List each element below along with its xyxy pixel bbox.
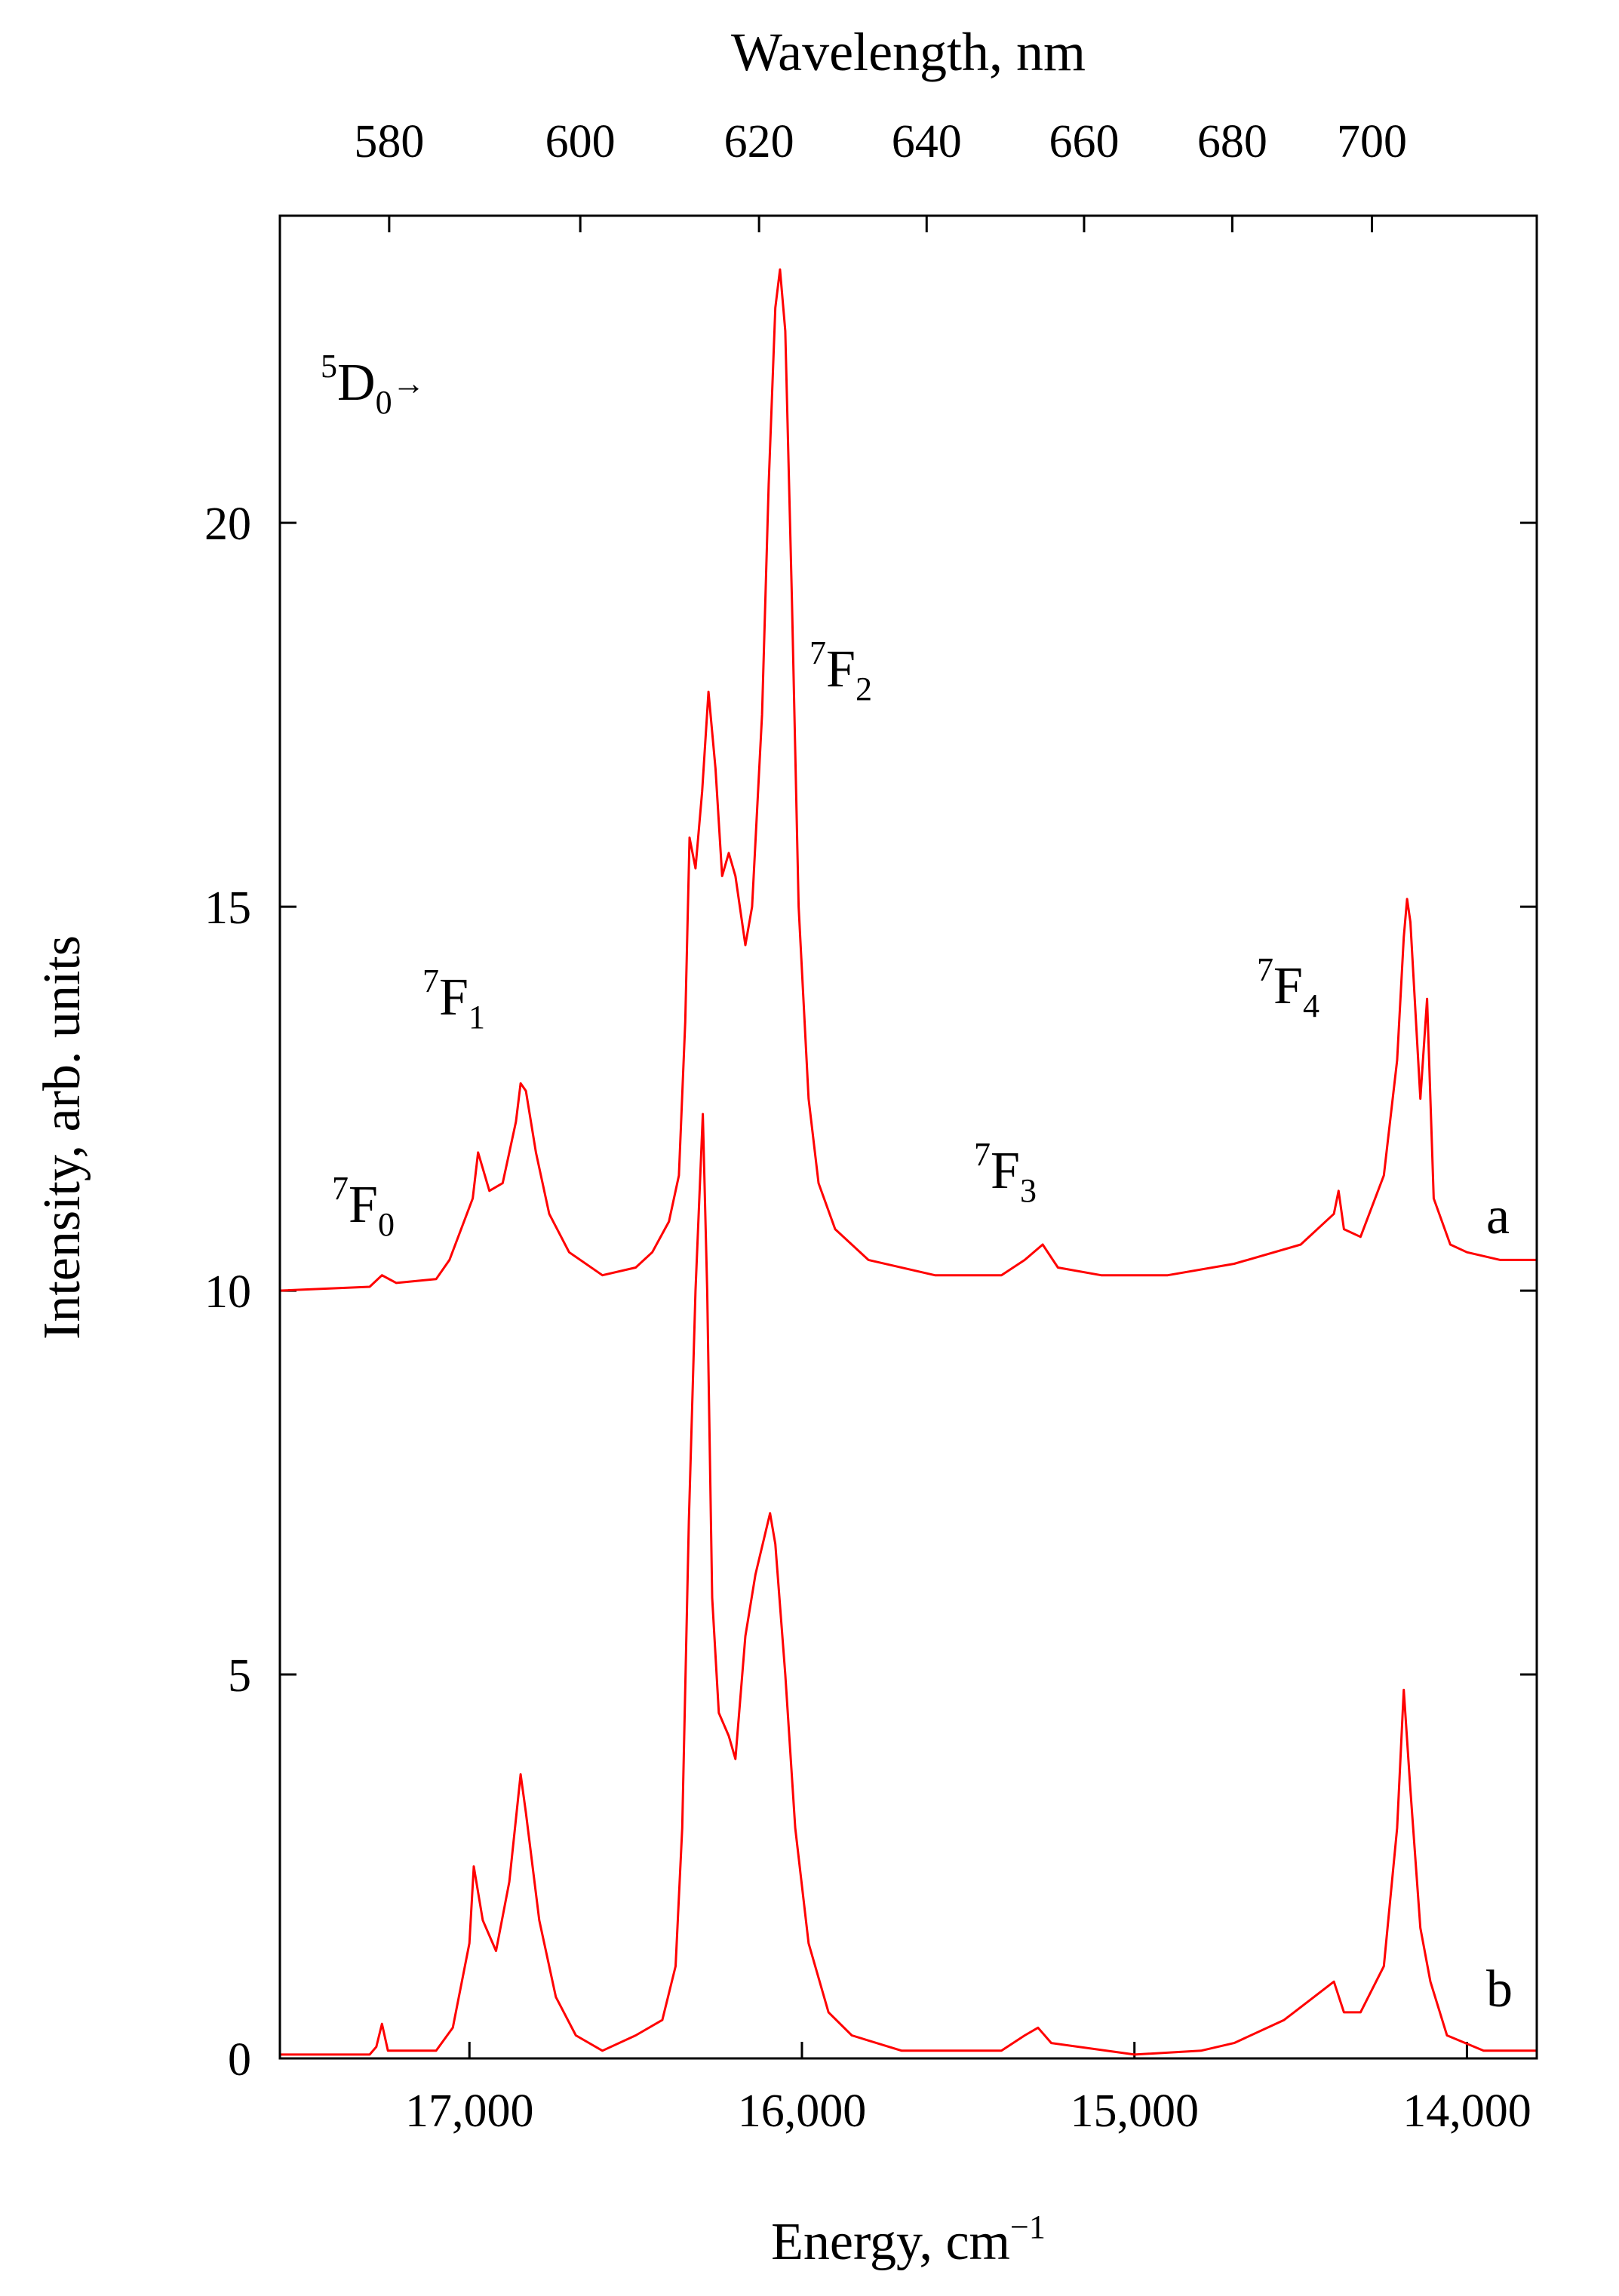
x2-tick-label: 580	[354, 116, 424, 167]
x2-tick-label: 680	[1197, 116, 1267, 167]
y-axis-title: Intensity, arb. units	[33, 935, 91, 1340]
ann-sup: 7	[422, 962, 439, 999]
series-label: a	[1486, 1187, 1510, 1245]
ann-sub: 0	[378, 1206, 395, 1243]
x2-tick-label: 640	[892, 116, 962, 167]
x2-tick-label: 660	[1049, 116, 1119, 167]
x-axis-title-sup: −1	[1010, 2209, 1046, 2245]
y-tick-label: 5	[228, 1650, 251, 1702]
annotation: 7F1	[422, 962, 485, 1036]
ann-sub: 1	[468, 999, 485, 1036]
ann-sup: 7	[974, 1136, 991, 1173]
y-tick-label: 0	[228, 2034, 251, 2086]
ann-suffix: →	[392, 365, 425, 402]
annotation: 7F4	[1257, 951, 1319, 1024]
x2-tick-label: 700	[1337, 116, 1407, 167]
ann-base: F	[439, 968, 468, 1027]
x2-tick-label: 620	[724, 116, 794, 167]
x-tick-label: 14,000	[1402, 2086, 1531, 2137]
annotation: 5D0→	[321, 348, 425, 421]
ann-sup: 7	[1257, 951, 1273, 988]
ann-sub: 0	[376, 384, 392, 421]
x-tick-label: 16,000	[738, 2086, 867, 2137]
ann-base: F	[991, 1142, 1020, 1200]
ann-sup: 5	[321, 348, 337, 385]
series-label: b	[1486, 1960, 1513, 2018]
series-line	[279, 268, 1537, 1292]
annotation: 7F2	[810, 634, 872, 708]
annotation: 7F3	[974, 1136, 1037, 1209]
x-tick-label: 17,000	[405, 2086, 534, 2137]
x-axis-title-text: Energy, cm	[771, 2213, 1010, 2271]
y-tick-label: 10	[204, 1266, 251, 1318]
ann-sub: 4	[1303, 987, 1319, 1024]
ann-base: F	[349, 1176, 378, 1234]
x-axis-title: Energy, cm−1	[771, 2209, 1046, 2271]
x-tick-label: 15,000	[1070, 2086, 1199, 2137]
y-tick-label: 20	[204, 499, 251, 550]
plot-frame	[278, 214, 1538, 2060]
x2-axis-title: Wavelength, nm	[731, 22, 1086, 82]
series-line	[280, 1113, 1537, 2056]
annotation: 7F0	[332, 1170, 395, 1243]
ann-sup: 7	[332, 1170, 349, 1207]
x2-tick-label: 600	[545, 116, 616, 167]
y-tick-label: 15	[204, 882, 251, 934]
ann-sub: 3	[1020, 1172, 1037, 1209]
ann-sup: 7	[810, 634, 826, 671]
ann-sub: 2	[856, 671, 872, 708]
ann-base: F	[1273, 957, 1303, 1015]
ann-base: F	[826, 640, 856, 698]
ann-base: D	[337, 354, 376, 412]
